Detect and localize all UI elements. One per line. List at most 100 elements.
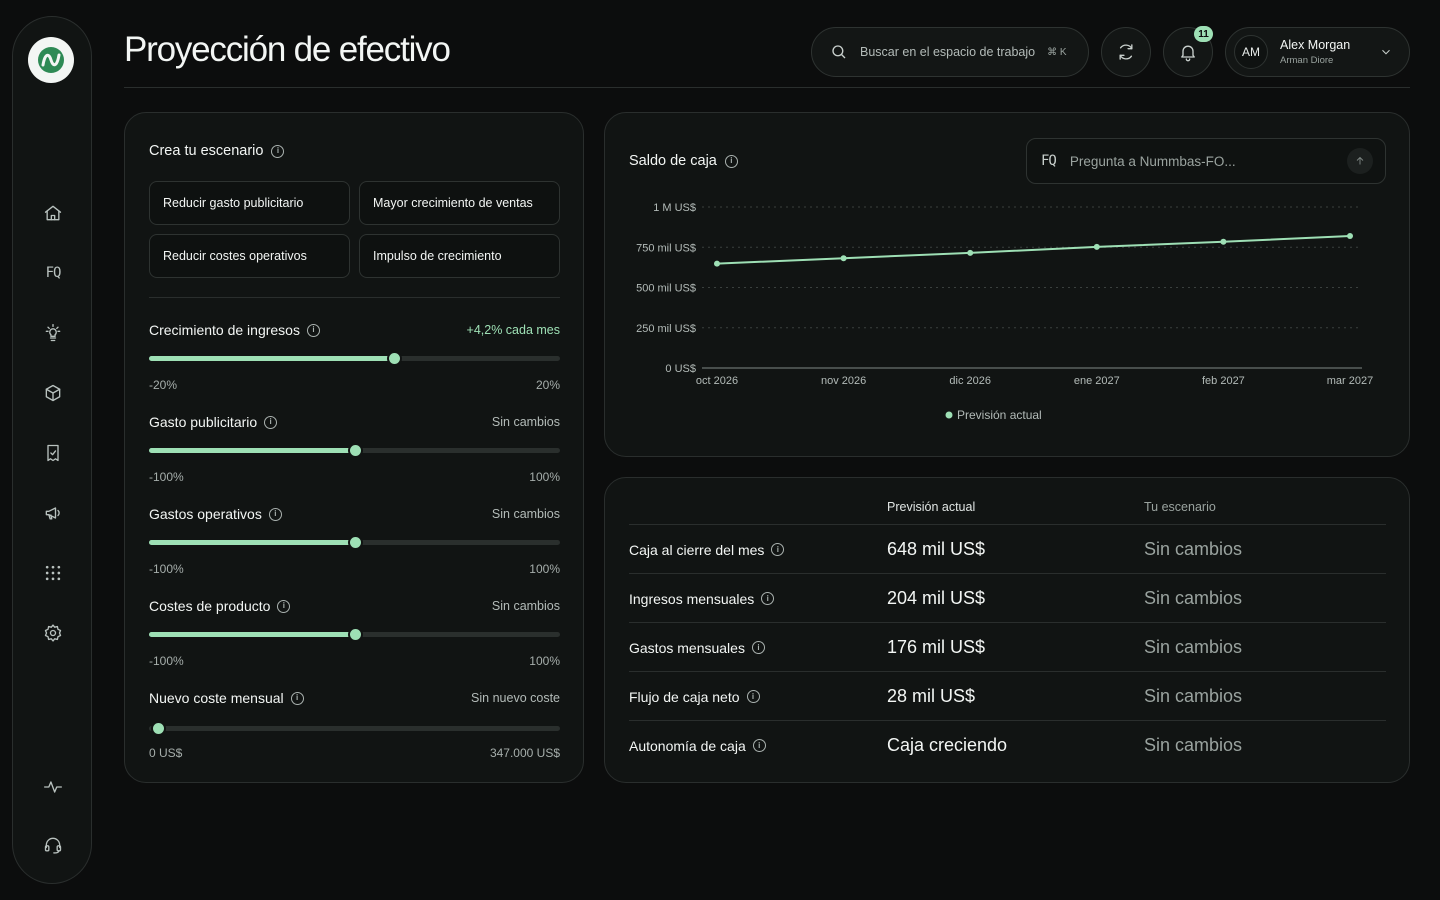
y-tick-label: 250 mil US$ <box>636 323 696 335</box>
slider-max: 100% <box>529 470 560 484</box>
slider-track[interactable] <box>149 535 560 550</box>
slider-track[interactable] <box>149 721 560 736</box>
forecast-summary-table: Previsión actual Tu escenario Caja al ci… <box>604 477 1410 783</box>
home-icon[interactable] <box>39 199 67 227</box>
row-label: Autonomía de caja <box>629 737 746 754</box>
slider-label: Gastos operativos <box>149 506 262 522</box>
workspace-search[interactable]: Buscar en el espacio de trabajo ⌘ K <box>811 27 1089 77</box>
apps-grid-icon[interactable] <box>39 559 67 587</box>
info-icon[interactable]: i <box>268 507 282 521</box>
info-icon[interactable]: i <box>306 323 320 337</box>
arrow-up-icon <box>1356 156 1364 165</box>
slider-track[interactable] <box>149 351 560 366</box>
header-divider <box>124 87 1410 88</box>
page-title: Proyección de efectivo <box>124 30 451 69</box>
y-tick-label: 1 M US$ <box>653 202 696 214</box>
slider-min: 0 US$ <box>149 746 183 760</box>
slider-fill <box>149 632 355 637</box>
table-row: Flujo de caja neto i 28 mil US$ Sin cambi… <box>629 672 1386 721</box>
slider-track[interactable] <box>149 627 560 642</box>
headset-icon[interactable] <box>39 831 67 859</box>
ask-assistant-input[interactable]: FQ Pregunta a Nummbas-FO... <box>1026 138 1386 184</box>
scenario-presets: Reducir gasto publicitario Mayor crecimi… <box>149 181 560 278</box>
x-tick-label: ene 2027 <box>1074 375 1120 387</box>
user-organization: Arman Diore <box>1280 55 1334 66</box>
slider-ad-spend: Gasto publicitario i Sin cambios -100% 10… <box>149 413 560 493</box>
preset-growth-boost[interactable]: Impulso de crecimiento <box>359 234 560 278</box>
info-icon[interactable]: i <box>264 415 278 429</box>
slider-product-costs: Costes de producto i Sin cambios -100% 10… <box>149 597 560 677</box>
fq-icon: FQ <box>1041 153 1057 169</box>
data-point <box>1093 243 1100 250</box>
notifications-button[interactable]: 11 <box>1163 26 1213 77</box>
slider-value: Sin cambios <box>491 415 560 429</box>
scenario-divider <box>149 297 560 298</box>
info-icon[interactable]: i <box>290 691 304 705</box>
row-current-value: 204 mil US$ <box>887 588 986 608</box>
x-tick-label: feb 2027 <box>1202 375 1245 387</box>
row-label: Ingresos mensuales <box>629 590 755 607</box>
receipt-icon[interactable] <box>39 439 67 467</box>
table-row: Caja al cierre del mes i 648 mil US$ Sin … <box>629 525 1386 574</box>
slider-thumb[interactable] <box>151 721 166 736</box>
send-button[interactable] <box>1347 148 1373 174</box>
gear-icon[interactable] <box>39 619 67 647</box>
info-icon[interactable]: i <box>271 144 285 158</box>
slider-thumb[interactable] <box>347 627 363 642</box>
sidebar: FQ <box>12 16 92 884</box>
slider-label: Crecimiento de ingresos <box>149 322 300 338</box>
slider-min: -20% <box>149 378 178 392</box>
info-icon[interactable]: i <box>277 599 291 613</box>
refresh-button[interactable] <box>1101 27 1151 77</box>
slider-min: -100% <box>149 562 184 576</box>
info-icon[interactable]: i <box>752 739 766 752</box>
fq-icon[interactable]: FQ <box>39 259 67 287</box>
data-point <box>967 249 974 256</box>
table-row: Gastos mensuales i 176 mil US$ Sin cambio… <box>629 623 1386 672</box>
info-icon[interactable]: i <box>761 592 775 605</box>
slider-thumb[interactable] <box>386 351 402 366</box>
info-icon[interactable]: i <box>746 690 760 703</box>
info-icon[interactable]: i <box>771 543 785 556</box>
y-tick-label: 0 US$ <box>665 363 696 375</box>
cash-balance-panel: 0 US$ 250 mil US$ 500 mil US$ 750 mil US$ 1 … <box>604 112 1410 457</box>
slider-max: 100% <box>529 562 560 576</box>
table-row: Autonomía de caja i Caja creciendo Sin ca… <box>629 721 1386 770</box>
info-icon[interactable]: i <box>751 641 765 654</box>
row-current-value: 176 mil US$ <box>887 637 986 657</box>
bell-icon <box>1181 45 1195 62</box>
activity-icon[interactable] <box>39 773 67 801</box>
preset-reduce-operating-costs[interactable]: Reducir costes operativos <box>149 234 350 278</box>
slider-operating-expenses: Gastos operativos i Sin cambios -100% 100… <box>149 505 560 585</box>
wave-logo-icon[interactable] <box>28 37 74 83</box>
row-label: Gastos mensuales <box>629 639 745 656</box>
chart-title: Saldo de caja <box>629 153 717 169</box>
ask-placeholder[interactable]: Pregunta a Nummbas-FO... <box>1069 153 1236 169</box>
preset-reduce-ad-spend[interactable]: Reducir gasto publicitario <box>149 181 350 225</box>
slider-max: 100% <box>529 654 560 668</box>
y-tick-label: 750 mil US$ <box>636 242 696 254</box>
row-current-value: Caja creciendo <box>887 735 1008 755</box>
slider-thumb[interactable] <box>347 535 363 550</box>
info-icon[interactable]: i <box>724 154 738 168</box>
slider-value: Sin cambios <box>491 599 560 613</box>
refresh-icon <box>1119 44 1133 60</box>
slider-thumb[interactable] <box>347 443 363 458</box>
search-input[interactable]: Buscar en el espacio de trabajo <box>860 45 1036 59</box>
fq-icon-label: FQ <box>45 265 62 281</box>
slider-max: 347.000 US$ <box>489 746 560 760</box>
slider-value: +4,2% cada mes <box>466 323 560 337</box>
y-tick-label: 500 mil US$ <box>636 283 696 295</box>
user-menu[interactable]: AM Alex Morgan Arman Diore <box>1225 27 1410 77</box>
data-point <box>714 260 720 267</box>
column-header-current: Previsión actual <box>887 500 976 514</box>
cube-icon[interactable] <box>39 379 67 407</box>
table-header: Previsión actual Tu escenario <box>629 500 1386 524</box>
lightbulb-icon[interactable] <box>39 319 67 347</box>
preset-sales-growth[interactable]: Mayor crecimiento de ventas <box>359 181 560 225</box>
slider-fill <box>149 540 355 545</box>
slider-track[interactable] <box>149 443 560 458</box>
megaphone-icon[interactable] <box>39 499 67 527</box>
row-scenario-value: Sin cambios <box>1144 686 1243 706</box>
slider-value: Sin cambios <box>491 507 560 521</box>
